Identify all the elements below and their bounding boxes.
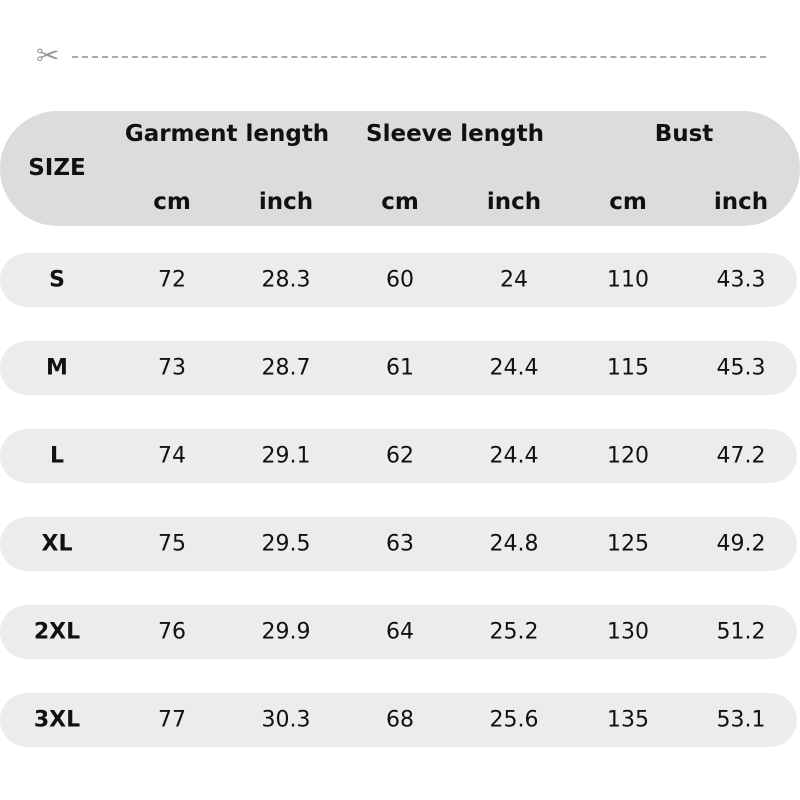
value-cell: 24 [500,267,528,293]
unit-header: inch [486,189,542,215]
scissors-icon: ✂ [36,39,60,72]
dashed-line [72,56,766,58]
value-cell: 53.1 [716,707,766,733]
group-header-garment-length: Garment length [124,121,330,147]
value-cell: 61 [386,355,414,381]
value-cell: 25.6 [489,707,539,733]
value-cell: 77 [158,707,186,733]
value-cell: 125 [607,531,649,557]
table-row: XL 75 29.5 63 24.8 125 49.2 [0,517,797,571]
value-cell: 135 [607,707,649,733]
unit-header: cm [153,189,191,215]
value-cell: 47.2 [716,443,766,469]
cut-line: ✂ [36,42,766,70]
value-cell: 29.1 [261,443,311,469]
table-row: M 73 28.7 61 24.4 115 45.3 [0,341,797,395]
size-cell: L [49,443,65,469]
value-cell: 130 [607,619,649,645]
value-cell: 110 [607,267,649,293]
value-cell: 120 [607,443,649,469]
value-cell: 62 [386,443,414,469]
value-cell: 43.3 [716,267,766,293]
size-cell: 3XL [33,707,81,733]
value-cell: 75 [158,531,186,557]
value-cell: 68 [386,707,414,733]
table-row: S 72 28.3 60 24 110 43.3 [0,253,797,307]
value-cell: 29.5 [261,531,311,557]
value-cell: 63 [386,531,414,557]
group-header-bust: Bust [654,121,714,147]
value-cell: 29.9 [261,619,311,645]
value-cell: 24.8 [489,531,539,557]
unit-header: cm [609,189,647,215]
group-header-sleeve-length: Sleeve length [366,121,544,147]
size-cell: M [46,355,68,381]
value-cell: 28.3 [261,267,311,293]
unit-header: cm [381,189,419,215]
value-cell: 115 [607,355,649,381]
value-cell: 25.2 [489,619,539,645]
size-cell: 2XL [33,619,81,645]
value-cell: 24.4 [489,443,539,469]
value-cell: 64 [386,619,414,645]
value-cell: 51.2 [716,619,766,645]
value-cell: 72 [158,267,186,293]
table-row: 3XL 77 30.3 68 25.6 135 53.1 [0,693,797,747]
value-cell: 74 [158,443,186,469]
unit-header: inch [713,189,769,215]
unit-header: inch [258,189,314,215]
value-cell: 73 [158,355,186,381]
value-cell: 76 [158,619,186,645]
table-row: L 74 29.1 62 24.4 120 47.2 [0,429,797,483]
value-cell: 24.4 [489,355,539,381]
value-cell: 45.3 [716,355,766,381]
size-cell: S [49,267,65,293]
value-cell: 60 [386,267,414,293]
size-header: SIZE [28,155,86,181]
table-header: SIZE Garment length Sleeve length Bust c… [0,111,800,226]
size-cell: XL [41,531,73,557]
value-cell: 28.7 [261,355,311,381]
value-cell: 49.2 [716,531,766,557]
value-cell: 30.3 [261,707,311,733]
table-row: 2XL 76 29.9 64 25.2 130 51.2 [0,605,797,659]
